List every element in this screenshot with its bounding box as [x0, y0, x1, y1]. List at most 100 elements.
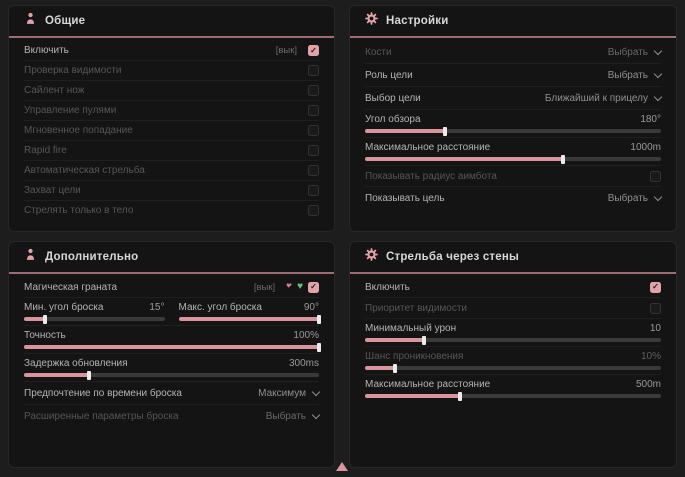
show-target-dropdown[interactable]: Выбрать: [607, 192, 663, 204]
auto-fire-checkbox[interactable]: ✓: [308, 165, 319, 176]
check-icon: ✓: [652, 282, 659, 291]
general-rows: Включить [вык] ✓ Проверка видимости ✓ Са…: [9, 38, 334, 220]
broken-heart-icon[interactable]: ♥: [286, 281, 293, 292]
slider-fill: [365, 363, 397, 373]
slider-thumb[interactable]: [317, 314, 321, 324]
row-label: Выбор цели: [365, 92, 421, 104]
wall-max-distance-slider[interactable]: [365, 391, 661, 401]
row-silent-knife: Сайлент нож ✓: [24, 81, 319, 101]
delay-value: 300ms: [288, 358, 319, 369]
dropdown-value: Выбрать: [607, 192, 648, 204]
row-label: Расширенные параметры броска: [24, 410, 179, 422]
row-label: Rapid fire: [24, 145, 67, 156]
row-magic-grenade: Магическая граната [вык] ♥ ♥ ✓: [24, 277, 319, 298]
slider-thumb[interactable]: [392, 363, 397, 373]
row-label: Максимальное расстояние: [365, 142, 491, 153]
slider-fill: [24, 370, 91, 380]
row-show-radius: Показывать радиус аимбота ✓: [365, 166, 661, 187]
row-label: Стрелять только в тело: [24, 205, 134, 216]
advanced-throw-dropdown[interactable]: Выбрать: [265, 410, 321, 422]
enable-checkbox[interactable]: ✓: [308, 45, 319, 56]
slider-thumb[interactable]: [43, 314, 48, 324]
instant-hit-checkbox[interactable]: ✓: [308, 125, 319, 136]
min-angle-slider[interactable]: [24, 314, 165, 324]
row-label: Приоритет видимости: [365, 302, 468, 314]
row-label: Роль цели: [365, 69, 413, 81]
chevron-down-icon: [653, 92, 663, 101]
fov-slider[interactable]: [365, 126, 661, 136]
target-lock-checkbox[interactable]: ✓: [308, 185, 319, 196]
target-select-dropdown[interactable]: Ближайший к прицелу: [544, 92, 663, 104]
slider-thumb[interactable]: [422, 335, 427, 345]
body-only-checkbox[interactable]: ✓: [308, 205, 319, 216]
silent-knife-checkbox[interactable]: ✓: [308, 85, 319, 96]
slider-thumb[interactable]: [317, 342, 321, 352]
dropdown-value: Выбрать: [607, 69, 648, 81]
row-visibility-check: Проверка видимости ✓: [24, 61, 319, 81]
target-role-dropdown[interactable]: Выбрать: [607, 69, 663, 81]
person-icon: [24, 248, 37, 266]
panel-general-header: Общие: [9, 6, 334, 36]
bones-dropdown[interactable]: Выбрать: [607, 46, 663, 58]
penetration-value: 10%: [640, 351, 661, 362]
max-distance-slider[interactable]: [365, 154, 661, 164]
fov-value: 180°: [640, 114, 661, 125]
max-angle-slider[interactable]: [178, 314, 321, 324]
slider-fill: [365, 335, 427, 345]
slider-fill: [365, 154, 566, 164]
throw-time-dropdown[interactable]: Максимум: [258, 387, 321, 399]
visibility-check-checkbox[interactable]: ✓: [308, 65, 319, 76]
panel-wallbang-header: Стрельба через стены: [350, 242, 676, 272]
visibility-priority-checkbox[interactable]: ✓: [650, 302, 661, 314]
row-label: Задержка обновления: [24, 358, 128, 369]
accuracy-slider[interactable]: [24, 342, 321, 352]
person-icon: [24, 12, 37, 30]
row-throw-time: Предпочтение по времени броска Максимум: [24, 382, 321, 405]
slider-thumb[interactable]: [86, 370, 91, 380]
row-label: Угол обзора: [365, 114, 421, 125]
keybind-hint: [вык]: [253, 281, 276, 293]
row-body-only: Стрелять только в тело ✓: [24, 201, 319, 220]
bullet-control-checkbox[interactable]: ✓: [308, 105, 319, 116]
row-label: Магическая граната: [24, 281, 118, 293]
min-damage-slider[interactable]: [365, 335, 661, 345]
row-fov: Угол обзора 180°: [365, 110, 661, 138]
update-delay-slider[interactable]: [24, 370, 319, 380]
slider-thumb[interactable]: [561, 154, 566, 164]
row-bones: Кости Выбрать: [365, 41, 663, 64]
wallbang-rows: Включить ✓ Приоритет видимости ✓ Минимал…: [350, 274, 676, 402]
panel-wallbang: Стрельба через стены Включить ✓ Приорите…: [349, 241, 677, 468]
heart-icon[interactable]: ♥: [297, 281, 303, 292]
slider-fill: [365, 391, 462, 401]
row-label: Максимальное расстояние: [365, 379, 491, 390]
row-label: Мин. угол броска: [24, 302, 104, 313]
row-enable: Включить [вык] ✓: [24, 41, 319, 61]
row-min-angle: Мин. угол броска 15°: [24, 298, 165, 325]
slider-fill: [178, 314, 321, 324]
dropdown-value: Выбрать: [607, 46, 648, 58]
row-rapid-fire: Rapid fire ✓: [24, 141, 319, 161]
slider-thumb[interactable]: [442, 126, 447, 136]
slider-fill: [24, 342, 321, 352]
row-label: Предпочтение по времени броска: [24, 387, 182, 399]
penetration-slider[interactable]: [365, 363, 661, 373]
row-max-distance: Максимальное расстояние 1000m: [365, 138, 661, 166]
row-show-target: Показывать цель Выбрать: [365, 187, 663, 209]
row-label: Сайлент нож: [24, 85, 85, 96]
keybind-hint: [вык]: [275, 45, 297, 56]
show-radius-checkbox[interactable]: ✓: [650, 170, 661, 182]
dropdown-value: Выбрать: [265, 410, 306, 422]
row-label: Управление пулями: [24, 105, 117, 116]
rapid-fire-checkbox[interactable]: ✓: [308, 145, 319, 156]
row-label: Включить: [24, 45, 69, 56]
row-update-delay: Задержка обновления 300ms: [24, 354, 319, 382]
slider-thumb[interactable]: [457, 391, 462, 401]
gear-icon: [365, 12, 378, 30]
dropdown-value: Ближайший к прицелу: [544, 92, 648, 104]
row-label: Показывать цель: [365, 192, 445, 204]
row-visibility-priority: Приоритет видимости ✓: [365, 298, 661, 319]
min-angle-value: 15°: [149, 302, 165, 313]
wallbang-enable-checkbox[interactable]: ✓: [650, 281, 661, 293]
magic-grenade-checkbox[interactable]: ✓: [308, 281, 319, 293]
additional-rows: Магическая граната [вык] ♥ ♥ ✓ Мин. угол…: [9, 274, 334, 427]
